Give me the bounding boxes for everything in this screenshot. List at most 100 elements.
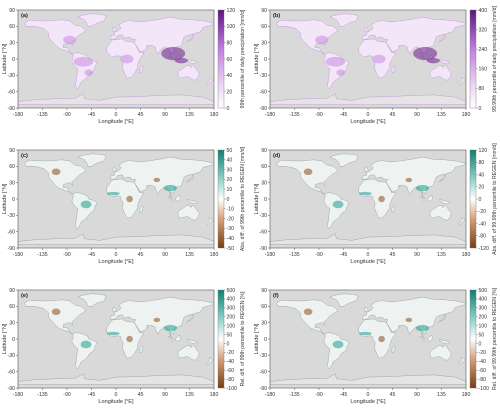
- x-tick-label: 135: [437, 392, 446, 398]
- y-tick-label: 90: [9, 288, 15, 294]
- colorbar-tick-label: -40: [479, 359, 487, 365]
- colorbar-tick-label: 500: [227, 288, 236, 294]
- landmass-great-britain: [364, 307, 369, 313]
- pattern-region: [372, 54, 386, 64]
- landmass-africa: [358, 178, 397, 219]
- colorbar-tick-label: 0: [227, 197, 230, 203]
- map-panel: (b) -180 -135 -90 -45 0 45 90 135 180 90 60 30 0 -30 -6…: [254, 6, 498, 125]
- x-tick-label: 180: [210, 392, 219, 398]
- landmass-madagascar: [139, 205, 144, 213]
- y-tick-label: 60: [9, 164, 15, 170]
- landmass-great-britain: [112, 307, 117, 313]
- x-tick-label: -90: [63, 392, 71, 398]
- landmass-north-america: [276, 159, 339, 195]
- landmass-japan: [438, 174, 446, 183]
- x-tick-label: -90: [63, 112, 71, 118]
- landmass-new-zealand: [458, 217, 466, 225]
- landmass-sumatra: [419, 335, 426, 343]
- x-tick-label: -180: [13, 112, 23, 118]
- colorbar-tick-label: 400: [227, 297, 236, 303]
- colorbar-tick-label: -80: [479, 377, 487, 383]
- pattern-region: [84, 69, 94, 76]
- pattern-region: [336, 69, 346, 76]
- colorbar-tick-label: 320: [479, 27, 488, 33]
- pattern-region: [63, 35, 77, 45]
- y-tick-label: -30: [8, 353, 16, 359]
- landmass-madagascar: [391, 345, 396, 353]
- x-tick-label: 45: [138, 252, 144, 258]
- y-tick-label: 30: [261, 40, 267, 46]
- landmass-new-guinea: [438, 339, 451, 345]
- x-axis-label: Longitude [°E]: [98, 259, 134, 265]
- y-tick-label: 0: [12, 57, 15, 63]
- landmass-antarctica: [17, 373, 215, 385]
- pattern-region: [415, 184, 429, 192]
- y-tick-label: 60: [9, 304, 15, 310]
- landmass-antarctica: [269, 233, 467, 245]
- map-panel: (e)-180 -135 -90 -45 0 45 90 135 1809060300-30-6…: [2, 288, 246, 405]
- panel-label: (a): [21, 13, 28, 19]
- colorbar-tick-label: 40: [227, 73, 233, 79]
- landmass-new-zealand: [206, 357, 214, 365]
- landmass-new-guinea: [186, 59, 199, 65]
- landmass-eurasia: [110, 156, 215, 199]
- landmass-north-america: [276, 19, 339, 55]
- map-panel: (c) -180 -135 -90 -45 0 45 90 135 180 90 60 30 0 -30 -6…: [2, 146, 246, 265]
- x-tick-label: -45: [340, 112, 348, 118]
- landmass-africa: [106, 178, 145, 219]
- colorbar-label: Abs. diff. of 99.99th percentile to REGE…: [492, 143, 498, 255]
- colorbar-tick-label: 40: [479, 172, 485, 178]
- landmass-australia: [429, 344, 452, 361]
- landmass-madagascar: [139, 345, 144, 353]
- colorbar-tick-label: 80: [479, 86, 485, 92]
- pattern-region: [80, 200, 92, 209]
- pattern-region: [120, 54, 134, 64]
- landmass-south-america: [71, 192, 98, 230]
- colorbar-tick-label: -60: [227, 368, 235, 374]
- colorbar-tick-label: 120: [227, 8, 236, 14]
- landmass-borneo: [427, 334, 433, 342]
- pattern-region: [51, 308, 61, 316]
- x-tick-label: -135: [289, 252, 299, 258]
- colorbar-tick-label: 0: [479, 106, 482, 112]
- colorbar-tick-label: 200: [227, 315, 236, 321]
- pattern-region: [153, 317, 161, 323]
- landmass-great-britain: [112, 27, 117, 33]
- pattern-region: [325, 56, 346, 67]
- colorbar-tick-label: 50: [227, 148, 233, 154]
- landmass-sumatra: [419, 195, 426, 203]
- y-tick-label: -30: [8, 73, 16, 79]
- y-tick-label: 0: [264, 337, 267, 343]
- y-tick-label: -30: [260, 213, 268, 219]
- landmass-borneo: [427, 194, 433, 202]
- x-tick-label: -45: [88, 112, 96, 118]
- pattern-region: [174, 57, 188, 64]
- landmass-australia: [177, 64, 200, 81]
- landmass-madagascar: [391, 65, 396, 73]
- y-tick-label: 0: [264, 57, 267, 63]
- landmass-greenland: [329, 13, 359, 27]
- colorbar-tick-label: -20: [227, 216, 235, 222]
- x-axis-label: Longitude [°E]: [98, 119, 134, 125]
- colorbar: [217, 9, 225, 109]
- x-axis-label: Longitude [°E]: [350, 399, 386, 405]
- colorbar: [469, 149, 477, 249]
- x-tick-label: 180: [462, 112, 471, 118]
- x-tick-label: -180: [265, 112, 275, 118]
- colorbar: [469, 9, 477, 109]
- landmass-greenland: [77, 13, 107, 27]
- landmass-japan: [186, 34, 194, 43]
- colorbar-tick-label: 80: [479, 160, 485, 166]
- landmass-japan: [186, 314, 194, 323]
- x-tick-label: 180: [462, 392, 471, 398]
- panel-label: (f): [273, 293, 279, 299]
- colorbar-tick-label: 10: [227, 187, 233, 193]
- map-panel: (f)-180 -135 -90 -45 0 45 90 135 1809060300-30-6…: [254, 287, 498, 405]
- colorbar-tick-label: 30: [227, 167, 233, 173]
- pattern-region: [358, 331, 372, 336]
- y-axis-label: Latitude [°N]: [2, 323, 8, 354]
- colorbar: [469, 289, 477, 389]
- landmass-new-guinea: [438, 199, 451, 205]
- pattern-region: [106, 191, 120, 196]
- landmass-antarctica: [269, 373, 467, 385]
